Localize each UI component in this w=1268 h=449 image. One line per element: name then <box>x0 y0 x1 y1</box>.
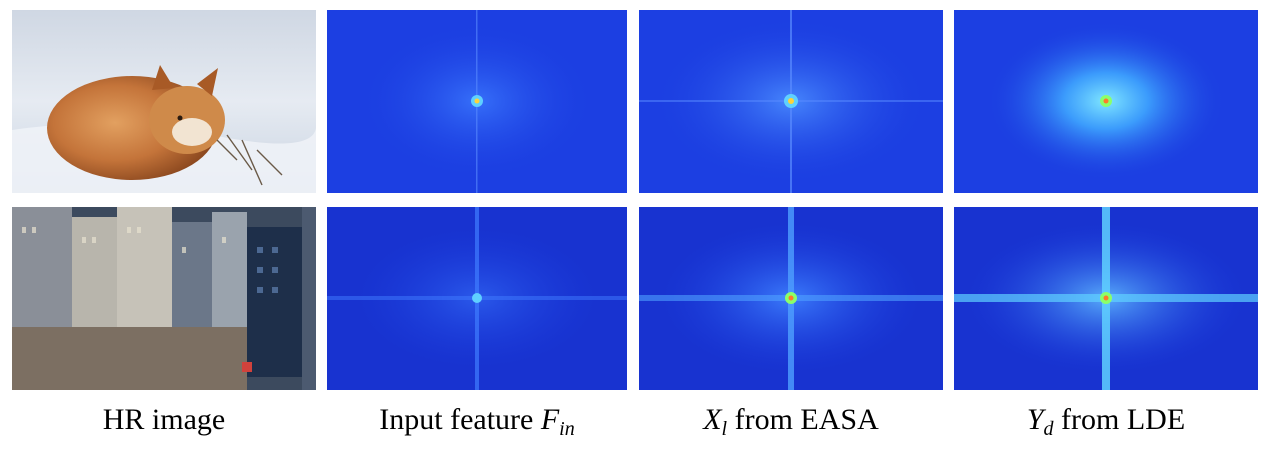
caption-lde: Yd from LDE <box>954 400 1258 440</box>
fox-input-feature-spectrum <box>327 10 627 193</box>
caption-lde-symbol: Y <box>1026 403 1044 436</box>
caption-lde-suffix: from LDE <box>1053 403 1186 436</box>
caption-hr-image: HR image <box>12 400 316 440</box>
city-easa-spectrum <box>639 207 943 390</box>
caption-hr-image-text: HR image <box>102 403 226 436</box>
fox-lde-spectrum <box>954 10 1258 193</box>
caption-lde-subscript: d <box>1043 418 1054 440</box>
caption-input-feature-prefix: Input feature <box>379 403 541 436</box>
caption-easa-subscript: l <box>721 418 728 440</box>
city-photo <box>12 207 316 390</box>
caption-easa-suffix: from EASA <box>727 403 879 436</box>
caption-easa-symbol: X <box>703 403 722 436</box>
caption-easa: Xl from EASA <box>639 400 943 440</box>
caption-input-feature-symbol: F <box>540 403 560 436</box>
caption-input-feature: Input feature Fin <box>327 400 627 440</box>
caption-input-feature-subscript: in <box>559 418 575 440</box>
city-input-feature-spectrum <box>327 207 627 390</box>
fox-photo <box>12 10 316 193</box>
fox-easa-spectrum <box>639 10 943 193</box>
city-lde-spectrum <box>954 207 1258 390</box>
